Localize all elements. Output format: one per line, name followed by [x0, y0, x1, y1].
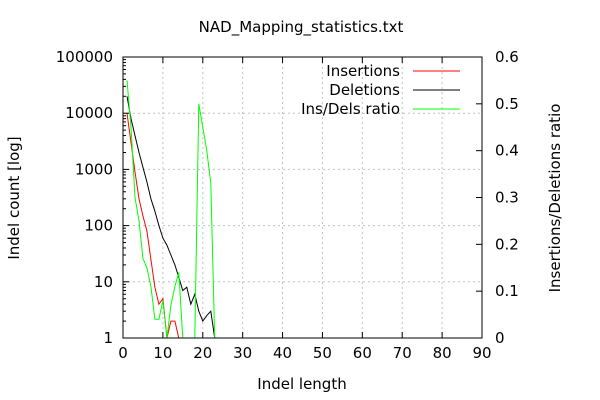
legend-label: Ins/Dels ratio	[301, 100, 400, 118]
y-tick-label: 100000	[56, 48, 113, 66]
x-tick-label: 60	[353, 344, 372, 362]
legend-label: Insertions	[326, 62, 400, 80]
tick-marks	[122, 56, 483, 339]
y-tick-label: 10	[94, 273, 113, 291]
grid-lines	[123, 57, 482, 338]
y2-tick-label: 0.4	[495, 142, 519, 160]
series-line-insertions	[126, 113, 180, 339]
x-axis-label: Indel length	[257, 375, 346, 393]
x-tick-label: 90	[472, 344, 491, 362]
series-line-deletions	[126, 96, 216, 339]
legend-label: Deletions	[329, 81, 400, 99]
y-tick-label: 100	[84, 217, 113, 235]
chart-title: NAD_Mapping_statistics.txt	[199, 18, 404, 37]
y-axis-label: Indel count [log]	[5, 136, 23, 259]
y2-tick-label: 0.5	[495, 95, 519, 113]
x-tick-label: 0	[118, 344, 128, 362]
y-tick-label: 1	[103, 329, 113, 347]
y2-tick-label: 0	[495, 329, 505, 347]
x-tick-label: 30	[233, 344, 252, 362]
y2-tick-label: 0.3	[495, 189, 519, 207]
x-tick-label: 20	[193, 344, 212, 362]
x-tick-label: 40	[273, 344, 292, 362]
x-tick-label: 10	[153, 344, 172, 362]
series-layer	[126, 80, 216, 339]
y2-tick-label: 0.1	[495, 282, 519, 300]
y-tick-label: 10000	[65, 104, 113, 122]
y-tick-label: 1000	[75, 160, 113, 178]
y2-axis-label: Insertions/Deletions ratio	[546, 104, 564, 293]
x-tick-label: 70	[393, 344, 412, 362]
x-tick-label: 50	[313, 344, 332, 362]
y2-tick-label: 0.6	[495, 48, 519, 66]
x-tick-label: 80	[433, 344, 452, 362]
series-line-ins-dels-ratio	[126, 80, 216, 339]
y2-tick-label: 0.2	[495, 235, 519, 253]
tick-labels: 0 10 20 30 40 50 60 70 80 90 1 10 100 1000 10000 100000…	[56, 48, 519, 362]
